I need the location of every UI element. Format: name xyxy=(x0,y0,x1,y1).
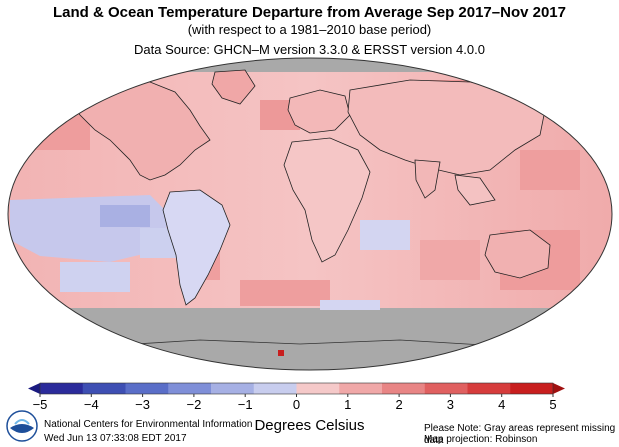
colorbar-swatch xyxy=(168,383,212,394)
colorbar-swatch xyxy=(82,383,126,394)
colorbar-tick-label: −3 xyxy=(135,397,150,412)
colorbar-tick-label: −4 xyxy=(84,397,99,412)
colorbar-swatch xyxy=(296,383,340,394)
colorbar-swatch xyxy=(467,383,511,394)
colorbar-min-arrow xyxy=(28,383,40,394)
colorbar-tick-label: −1 xyxy=(238,397,253,412)
colorbar-tick-label: 5 xyxy=(549,397,556,412)
hot-spot xyxy=(278,350,284,356)
colorbar-tick-label: 4 xyxy=(498,397,505,412)
data-source: Data Source: GHCN–M version 3.3.0 & ERSS… xyxy=(134,42,485,57)
colorbar-swatch xyxy=(40,383,84,394)
colorbar-swatch xyxy=(211,383,255,394)
footer-agency: National Centers for Environmental Infor… xyxy=(44,419,253,430)
colorbar-swatch xyxy=(382,383,426,394)
colorbar-swatch xyxy=(125,383,169,394)
missing-data-south xyxy=(8,308,612,370)
footer-timestamp: Wed Jun 13 07:33:08 EDT 2017 xyxy=(44,433,187,444)
colorbar: −5 −4 −3 −2 −1 0 1 2 3 4 5 xyxy=(28,382,565,412)
map-title: Land & Ocean Temperature Departure from … xyxy=(53,4,566,21)
colorbar-tick-label: 1 xyxy=(344,397,351,412)
colorbar-swatch xyxy=(510,383,554,394)
colorbar-tick-label: −5 xyxy=(33,397,48,412)
colorbar-tick-label: 3 xyxy=(447,397,454,412)
colorbar-tick-label: 2 xyxy=(395,397,402,412)
colorbar-swatch xyxy=(424,383,468,394)
footer-note: Please Note: Gray areas represent missin… xyxy=(424,423,616,446)
colorbar-tick-label: −2 xyxy=(186,397,201,412)
noaa-logo xyxy=(6,410,38,442)
colorbar-max-arrow xyxy=(553,383,565,394)
missing-data-north xyxy=(8,58,612,72)
colorbar-swatch xyxy=(253,383,297,394)
colorbar-tick-label: 0 xyxy=(293,397,300,412)
colorbar-swatch xyxy=(339,383,383,394)
units-label: Degrees Celsius xyxy=(254,417,365,434)
coastlines xyxy=(69,69,551,347)
map-subtitle: (with respect to a 1981–2010 base period… xyxy=(187,22,432,37)
footer-projection: Map projection: Robinson xyxy=(424,434,538,445)
globe-border xyxy=(7,57,613,371)
globe xyxy=(8,58,612,370)
